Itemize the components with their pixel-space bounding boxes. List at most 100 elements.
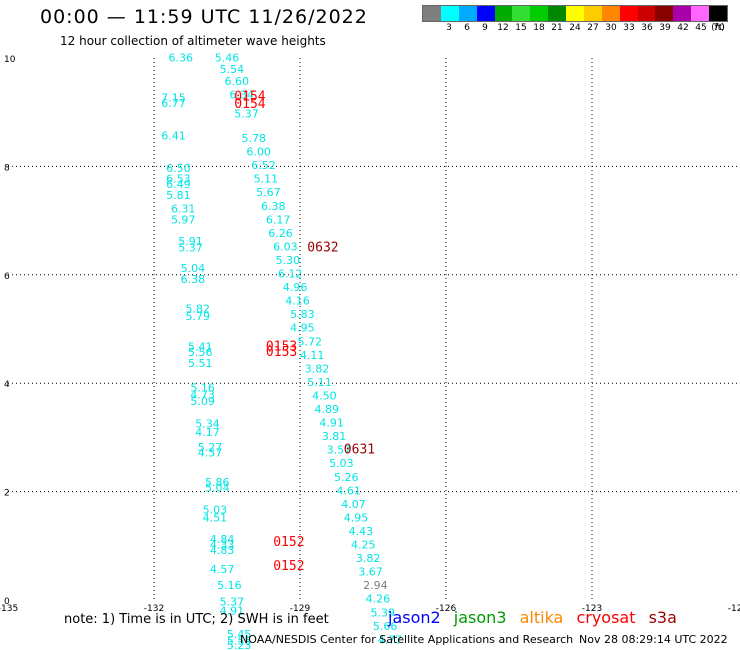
plot-axes: -135 -132 -129 -126 -123 -120 0 2 4 6 8 10 <box>0 55 740 614</box>
swh-value-cryosat: 5.55 <box>227 634 252 647</box>
units-note: note: 1) Time is in UTC; 2) SWH is in fe… <box>64 612 329 627</box>
swh-value-cryosat: 6.38 <box>181 273 206 286</box>
scale-swatch <box>673 6 692 21</box>
swh-value-s3a: 3.82 <box>305 362 330 375</box>
swh-value-cryosat: 5.03 <box>203 503 228 516</box>
swh-value-cryosat: 5.81 <box>166 189 191 202</box>
satellite-legend: jason2 jason3 altika cryosat s3a <box>388 608 685 627</box>
swh-value-s3a: 5.37 <box>234 108 259 121</box>
pass-time-label: 0632 <box>307 240 338 255</box>
scale-unit: (ft) <box>711 23 725 33</box>
scale-swatch <box>601 6 620 21</box>
swh-value-cryosat: 4.17 <box>195 426 220 439</box>
scale-label: 42 <box>677 23 689 33</box>
x-tick-label: -135 <box>0 604 18 614</box>
scale-swatch <box>458 6 477 21</box>
swh-value-cryosat: 5.97 <box>171 213 196 226</box>
swh-value-s3a: 5.39 <box>370 606 395 619</box>
x-tick-label: -126 <box>436 604 457 614</box>
swh-value-s3a: 6.52 <box>251 159 276 172</box>
scale-swatch <box>583 6 602 21</box>
x-tick-label: -129 <box>290 604 311 614</box>
scale-swatch <box>655 6 674 21</box>
scale-label: 27 <box>587 23 599 33</box>
pass-time-label: 0152 <box>273 535 304 550</box>
swh-value-s3a: 4.26 <box>366 593 391 606</box>
swh-value-s3a: 5.11 <box>307 376 332 389</box>
pass-time-label: 0631 <box>344 443 375 458</box>
swh-value-cryosat: 6.31 <box>171 202 196 215</box>
y-tick-label: 10 <box>4 55 16 65</box>
swh-value-cryosat: 5.56 <box>188 346 213 359</box>
swh-value-cryosat: 5.86 <box>205 476 230 489</box>
swh-value-s3a: 4.11 <box>300 349 325 362</box>
scale-label: 12 <box>497 23 509 33</box>
swh-value-cryosat: 5.34 <box>195 418 220 431</box>
swh-value-s3a: 4.95 <box>290 322 315 335</box>
scale-label: 3 <box>446 23 452 33</box>
scale-label: 45 <box>695 23 707 33</box>
pass-time-label: 0152 <box>273 559 304 574</box>
swh-value-cryosat: 4.83 <box>210 544 235 557</box>
legend-cryosat: cryosat <box>576 608 636 627</box>
swh-value-s3a: 4.89 <box>315 403 340 416</box>
swh-value-cryosat: 5.04 <box>181 262 206 275</box>
swh-value-s3a: 4.16 <box>285 295 310 308</box>
swh-value-s3a: 4.61 <box>336 484 361 497</box>
scale-label: 9 <box>482 23 488 33</box>
swh-value-s3a: 4.77 <box>378 633 403 646</box>
legend-jason2: jason2 <box>388 608 441 627</box>
swh-value-s3a: 5.78 <box>242 132 267 145</box>
scale-swatch <box>637 6 656 21</box>
scale-swatch <box>512 6 531 21</box>
swh-value-s3a: 6.03 <box>273 240 298 253</box>
scale-label: 6 <box>464 23 470 33</box>
swh-value-s3a: 6.38 <box>261 200 286 213</box>
swh-value-s3a: 3.67 <box>358 566 383 579</box>
scale-swatch <box>709 6 727 21</box>
swh-value-cryosat: 4.51 <box>203 511 228 524</box>
swh-value-s3a: 4.96 <box>283 281 308 294</box>
swh-value-cryosat: 5.45 <box>227 628 252 641</box>
swh-value-cryosat: 5.51 <box>188 357 213 370</box>
legend-s3a: s3a <box>648 608 677 627</box>
swh-value-cryosat: 5.41 <box>188 341 213 354</box>
scale-label: 70 <box>713 23 725 33</box>
scale-swatch <box>619 6 638 21</box>
swh-value-cryosat: 5.27 <box>198 441 223 454</box>
chart-title: 00:00 — 11:59 UTC 11/26/2022 <box>40 6 368 28</box>
scale-swatch <box>423 6 441 21</box>
pass-time-label: 0154 <box>234 89 265 104</box>
swh-value-s3a: 4.91 <box>319 417 344 430</box>
swh-value-cryosat: 4.73 <box>190 388 215 401</box>
swh-value-s3a: 6.60 <box>224 75 249 88</box>
swh-value-cryosat: 5.16 <box>190 381 215 394</box>
swh-value-cryosat: 6.49 <box>166 178 191 191</box>
swh-value-s3a: 5.11 <box>254 173 279 186</box>
swh-value-s3a: 4.25 <box>351 539 376 552</box>
generation-timestamp: Nov 28 08:29:14 UTC 2022 <box>579 633 728 646</box>
scale-label: 36 <box>641 23 653 33</box>
swh-value-cryosat: 5.91 <box>178 235 203 248</box>
scale-label: 18 <box>533 23 545 33</box>
legend-jason3: jason3 <box>453 608 507 627</box>
swh-value-s3a: 6.17 <box>266 213 291 226</box>
scale-swatch <box>494 6 513 21</box>
color-scale-swatches <box>422 5 728 22</box>
swh-value-cryosat: 5.37 <box>178 241 203 254</box>
plot-grid <box>8 58 738 600</box>
swh-value-s3a: 5.67 <box>256 186 281 199</box>
swh-value-s3a: 5.26 <box>334 471 359 484</box>
scale-swatch <box>548 6 566 21</box>
color-scale-labels: 3 6 9 12 15 18 21 24 27 30 33 36 39 42 45 70 (ft) <box>422 22 728 36</box>
swh-value-s3a: 5.83 <box>290 308 315 321</box>
swh-value-s3a: 4.07 <box>341 498 366 511</box>
swh-value-s3a: 4.43 <box>349 525 374 538</box>
swh-value-s3a: 6.26 <box>268 227 293 240</box>
swh-value-cryosat: 4.91 <box>220 605 245 618</box>
x-tick-label: -123 <box>582 604 602 614</box>
scale-swatch <box>440 6 459 21</box>
x-tick-label: -132 <box>144 604 164 614</box>
swh-value-s3a: 5.30 <box>276 254 301 267</box>
y-tick-label: 2 <box>4 489 10 499</box>
